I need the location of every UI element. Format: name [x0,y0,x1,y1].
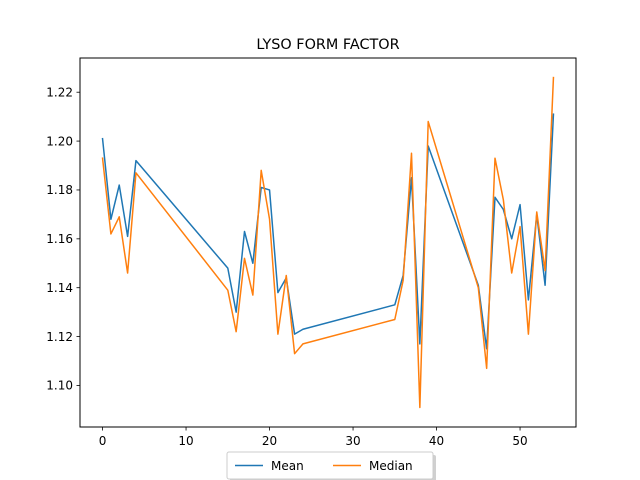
y-tick-label: 1.20 [46,134,73,148]
x-axis: 0 10 20 30 40 50 [99,427,528,448]
chart-title: LYSO FORM FACTOR [256,37,399,53]
x-tick-label: 50 [512,434,527,448]
series-layer [101,76,555,409]
x-tick-label: 20 [262,434,277,448]
series-line-median [101,76,555,409]
y-tick-label: 1.18 [46,183,73,197]
legend-label-median: Median [369,459,413,473]
x-tick-label: 10 [178,434,193,448]
plot-frame [79,57,577,428]
y-tick-label: 1.14 [46,281,73,295]
x-tick-label: 40 [429,434,444,448]
legend-label-mean: Mean [271,459,304,473]
y-tick-label: 1.22 [46,85,73,99]
y-tick-label: 1.10 [46,379,73,393]
series-line-mean [101,113,555,350]
legend-box [226,451,434,480]
x-tick-label: 0 [99,434,107,448]
legend: Mean Median [226,451,436,480]
y-tick-label: 1.16 [46,232,73,246]
y-tick-label: 1.12 [46,330,73,344]
x-tick-label: 30 [345,434,360,448]
y-axis: 1.10 1.12 1.14 1.16 1.18 1.20 1.22 [46,85,80,393]
